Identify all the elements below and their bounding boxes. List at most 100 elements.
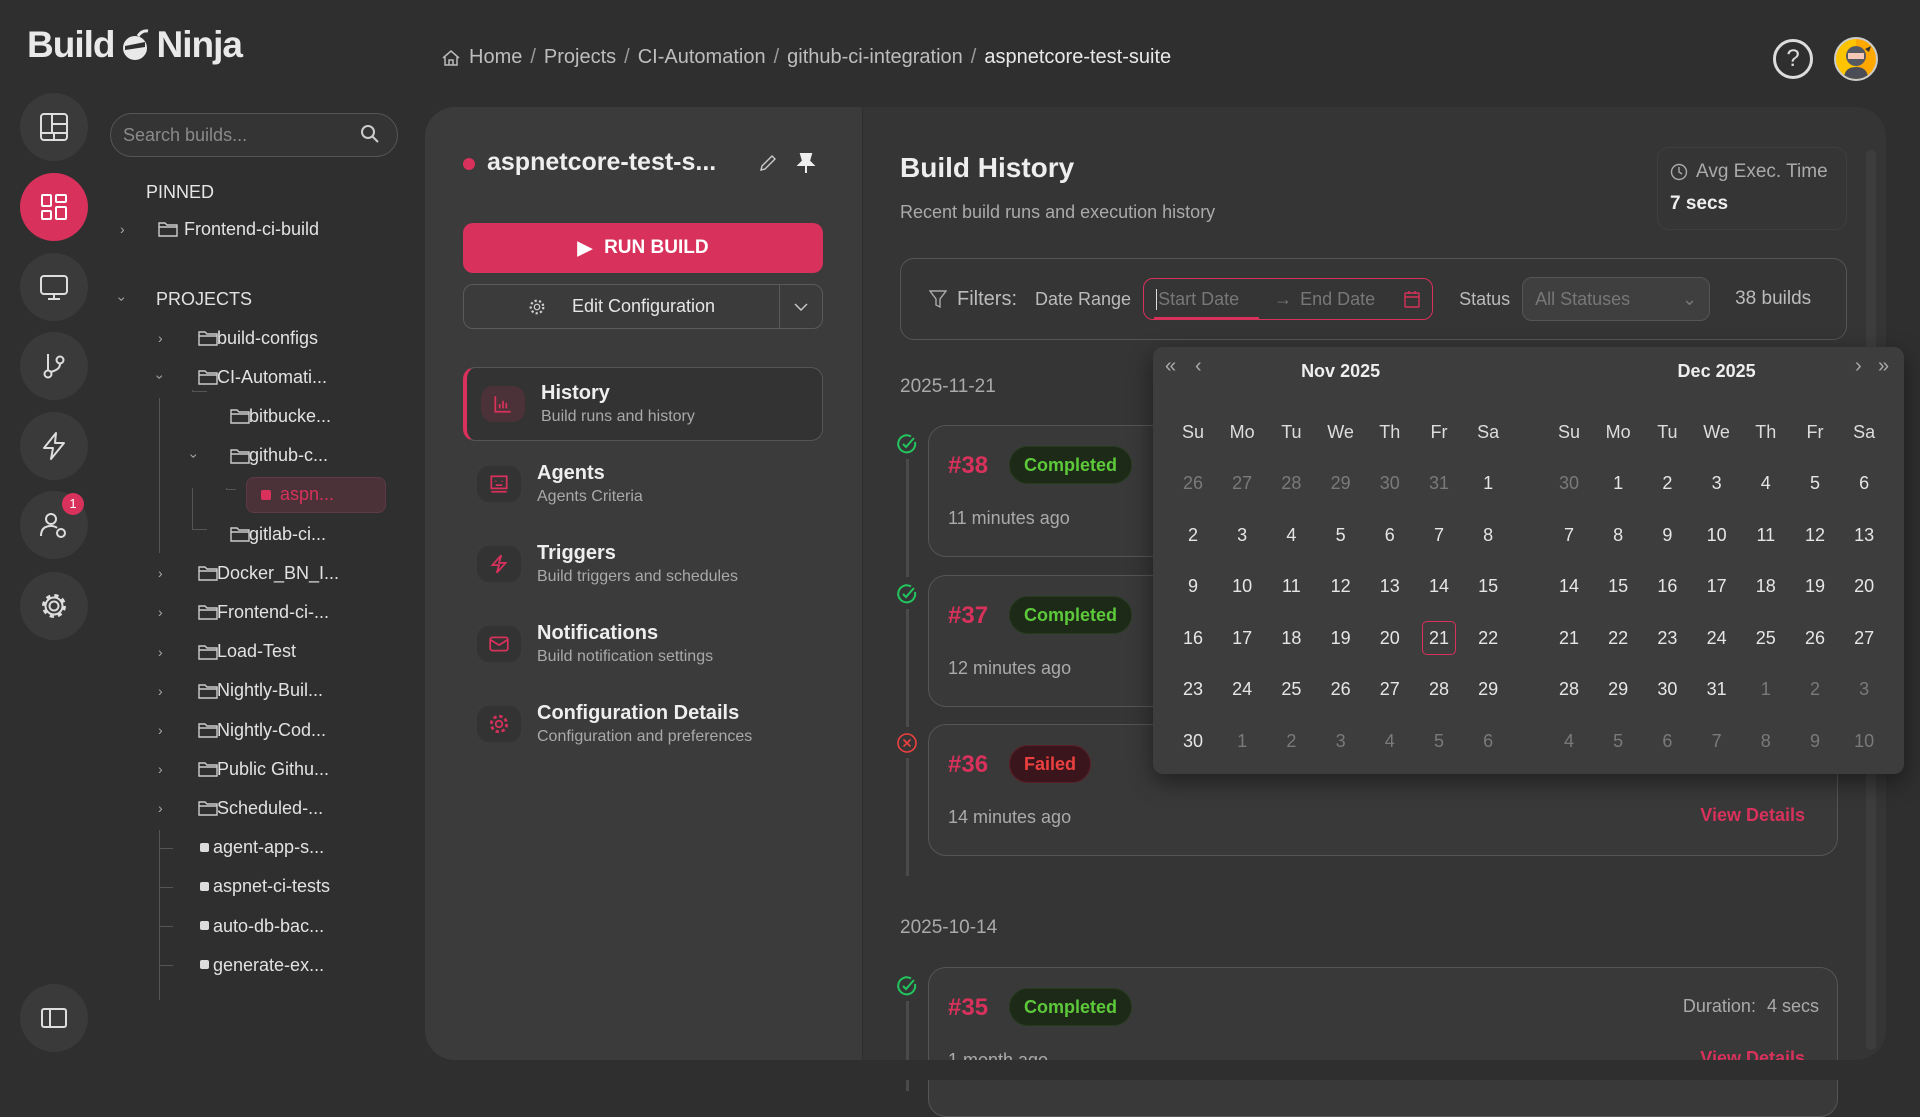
calendar-icon[interactable] [1404, 290, 1420, 308]
calendar-day[interactable]: 8 [1613, 524, 1624, 545]
tree-item-folder[interactable]: › github-c... [186, 440, 412, 472]
calendar-day[interactable]: 21 [1558, 627, 1580, 648]
calendar-day[interactable]: 16 [1657, 576, 1678, 596]
build-number[interactable]: #37 [948, 602, 989, 629]
calendar-day[interactable]: 19 [1330, 627, 1351, 648]
tree-item-selected[interactable]: aspn... [246, 476, 386, 513]
rail-dashboard-button[interactable] [20, 93, 88, 161]
logo[interactable]: Build Ninja [27, 24, 243, 66]
tree-item-folder[interactable]: › Nightly-Buil... [158, 675, 378, 707]
edit-configuration-button[interactable]: Edit Configuration [464, 285, 780, 328]
calendar-day[interactable]: 17 [1706, 576, 1727, 596]
search-icon[interactable] [360, 124, 380, 144]
calendar-day[interactable]: 14 [1428, 576, 1450, 596]
calendar-day[interactable]: 1 [1613, 473, 1624, 493]
chevron-right-icon[interactable]: › [158, 682, 163, 699]
calendar-day[interactable]: 3 [1859, 679, 1870, 699]
calendar-day[interactable]: 6 [1662, 730, 1673, 751]
calendar-day[interactable]: 3 [1711, 473, 1722, 493]
calendar-day[interactable]: 30 [1182, 730, 1204, 751]
calendar-day[interactable]: 13 [1379, 576, 1400, 596]
calendar-day[interactable]: 31 [1706, 679, 1727, 699]
calendar-day[interactable]: 5 [1335, 524, 1346, 545]
nav-configuration-details[interactable]: Configuration Details Configuration and p… [463, 687, 823, 761]
start-date-input[interactable]: Start Date [1156, 288, 1266, 310]
calendar-day[interactable]: 25 [1755, 627, 1776, 648]
calendar-day[interactable]: 5 [1433, 730, 1444, 751]
calendar-day[interactable]: 29 [1608, 679, 1629, 699]
calendar-day[interactable]: 27 [1379, 679, 1400, 699]
calendar-day[interactable]: 30 [1558, 473, 1580, 493]
run-build-button[interactable]: ▶ RUN BUILD [463, 223, 823, 273]
calendar-day[interactable]: 25 [1281, 679, 1302, 699]
calendar-day[interactable]: 4 [1286, 524, 1297, 545]
calendar-day[interactable]: 4 [1563, 730, 1574, 751]
tree-item-folder[interactable]: › Load-Test [158, 636, 378, 668]
calendar-day[interactable]: 15 [1608, 576, 1629, 596]
view-details-link[interactable]: View Details [1700, 805, 1805, 825]
avatar[interactable] [1834, 37, 1878, 81]
chevron-right-icon[interactable]: › [120, 221, 125, 237]
calendar-day[interactable]: 28 [1281, 473, 1302, 493]
status-select[interactable]: All Statuses ⌄ [1522, 277, 1711, 321]
nav-triggers[interactable]: Triggers Build triggers and schedules [463, 527, 823, 601]
chevron-right-icon[interactable]: › [158, 643, 163, 660]
calendar-day[interactable]: 8 [1483, 524, 1494, 545]
calendar-day[interactable]: 23 [1182, 679, 1204, 699]
edit-pencil-icon[interactable] [758, 153, 778, 173]
calendar-day[interactable]: 29 [1478, 679, 1499, 699]
chevron-right-icon[interactable]: › [158, 800, 163, 817]
calendar-day[interactable]: 4 [1760, 473, 1771, 493]
build-number[interactable]: #38 [948, 452, 989, 479]
calendar-day[interactable]: 3 [1335, 730, 1346, 751]
tree-item-leaf[interactable]: agent-app-s... [158, 832, 378, 864]
toggle-sidebar-button[interactable] [20, 984, 88, 1052]
calendar-day[interactable]: 19 [1804, 576, 1826, 596]
tree-item-folder[interactable]: bitbucke... [192, 400, 412, 432]
calendar-day[interactable]: 1 [1760, 679, 1771, 699]
calendar-day[interactable]: 14 [1558, 576, 1580, 596]
nav-agents[interactable]: Agents Agents Criteria [463, 447, 823, 521]
calendar-day-today[interactable]: 21 [1422, 620, 1456, 655]
calendar-day[interactable]: 7 [1433, 524, 1444, 545]
calendar-day[interactable]: 26 [1804, 627, 1826, 648]
chevron-right-icon[interactable]: › [158, 565, 163, 582]
rail-vcs-button[interactable] [20, 332, 88, 400]
pin-icon[interactable] [796, 152, 816, 174]
calendar-day[interactable]: 9 [1662, 524, 1673, 545]
chevron-right-icon[interactable]: › [158, 604, 163, 621]
calendar-day[interactable]: 5 [1809, 473, 1820, 493]
tree-item-leaf[interactable]: aspnet-ci-tests [158, 871, 378, 903]
tree-item-leaf[interactable]: auto-db-bac... [158, 910, 378, 942]
chevron-down-icon[interactable]: › [186, 453, 203, 458]
end-date-input[interactable]: End Date [1300, 288, 1376, 309]
calendar-day[interactable]: 10 [1232, 576, 1253, 596]
build-number[interactable]: #36 [948, 751, 989, 778]
tree-item-leaf[interactable]: generate-ex... [158, 949, 378, 981]
calendar-day[interactable]: 9 [1809, 730, 1820, 751]
calendar-day[interactable]: 26 [1330, 679, 1351, 699]
tree-item-folder[interactable]: › Scheduled-... [158, 792, 378, 824]
calendar-day[interactable]: 5 [1613, 730, 1624, 751]
calendar-day[interactable]: 10 [1706, 524, 1727, 545]
calendar-day[interactable]: 17 [1232, 627, 1253, 648]
calendar-day[interactable]: 18 [1755, 576, 1776, 596]
calendar-day[interactable]: 1 [1483, 473, 1494, 493]
calendar-day[interactable]: 28 [1558, 679, 1580, 699]
rail-settings-button[interactable] [20, 572, 88, 640]
tree-item-folder[interactable]: gitlab-ci... [192, 518, 412, 550]
calendar-day[interactable]: 10 [1854, 730, 1875, 751]
calendar-day[interactable]: 24 [1706, 627, 1727, 648]
calendar-day[interactable]: 6 [1483, 730, 1494, 751]
calendar-day[interactable]: 2 [1286, 730, 1297, 751]
search-input[interactable] [110, 113, 398, 157]
calendar-day[interactable]: 20 [1379, 627, 1400, 648]
calendar-day[interactable]: 1 [1237, 730, 1248, 751]
help-icon[interactable]: ? [1773, 39, 1813, 79]
calendar-day[interactable]: 30 [1379, 473, 1400, 493]
chevron-down-icon[interactable]: › [152, 374, 169, 380]
calendar-day[interactable]: 3 [1237, 524, 1248, 545]
tree-item-folder[interactable]: › Docker_BN_I... [158, 557, 378, 589]
next-year-icon[interactable]: » [1878, 355, 1890, 377]
tree-item-folder[interactable]: › Nightly-Cod... [158, 714, 378, 746]
